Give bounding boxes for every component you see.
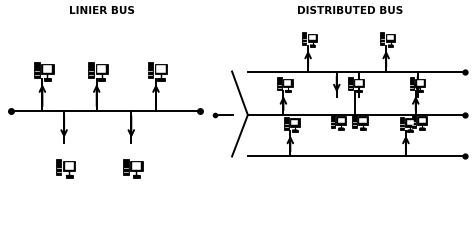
Bar	[123, 159, 128, 175]
Bar	[277, 77, 282, 90]
Bar	[96, 64, 108, 74]
Bar	[88, 62, 94, 79]
Bar	[291, 120, 299, 125]
Polygon shape	[361, 128, 365, 130]
Bar	[338, 128, 344, 130]
Bar	[358, 117, 368, 125]
Bar	[360, 128, 366, 130]
Bar	[411, 115, 416, 128]
Bar	[133, 175, 140, 178]
Bar	[310, 45, 315, 47]
Polygon shape	[99, 79, 105, 81]
Polygon shape	[66, 175, 73, 178]
Bar	[352, 115, 357, 128]
Polygon shape	[310, 45, 315, 47]
Bar	[308, 33, 318, 42]
Bar	[410, 77, 414, 90]
Bar	[408, 130, 413, 132]
Polygon shape	[158, 79, 164, 81]
Bar	[155, 64, 167, 74]
Bar	[283, 79, 293, 87]
Polygon shape	[420, 128, 425, 130]
Bar	[386, 33, 395, 42]
Bar	[309, 35, 316, 40]
Bar	[337, 117, 346, 125]
Bar	[417, 80, 424, 86]
Polygon shape	[356, 90, 361, 92]
Polygon shape	[45, 79, 51, 81]
Bar	[65, 175, 73, 178]
Bar	[156, 65, 166, 73]
Bar	[359, 118, 366, 123]
Bar	[132, 162, 141, 169]
Bar	[405, 118, 415, 127]
Bar	[41, 64, 54, 74]
Bar	[356, 80, 363, 86]
Bar	[44, 79, 51, 81]
Bar	[34, 62, 40, 79]
Polygon shape	[418, 90, 423, 92]
Bar	[302, 32, 307, 45]
Bar	[380, 32, 384, 45]
Bar	[43, 65, 52, 73]
Bar	[292, 130, 298, 132]
Polygon shape	[408, 130, 413, 132]
Bar	[419, 128, 425, 130]
Bar	[348, 77, 353, 90]
Bar	[147, 62, 153, 79]
Polygon shape	[339, 128, 344, 130]
Bar	[284, 80, 292, 86]
Bar	[157, 79, 164, 81]
Text: DISTRIBUTED BUS: DISTRIBUTED BUS	[298, 6, 404, 16]
Bar	[130, 161, 143, 171]
Bar	[56, 159, 62, 175]
Bar	[64, 162, 74, 169]
Bar	[388, 45, 393, 47]
Bar	[354, 79, 364, 87]
Bar	[98, 79, 105, 81]
Polygon shape	[292, 130, 297, 132]
Bar	[337, 118, 345, 123]
Bar	[418, 90, 423, 92]
Polygon shape	[388, 45, 393, 47]
Bar	[290, 118, 300, 127]
Polygon shape	[133, 175, 139, 178]
Bar	[97, 65, 107, 73]
Text: LINIER BUS: LINIER BUS	[69, 6, 135, 16]
Bar	[284, 117, 289, 130]
Bar	[63, 161, 75, 171]
Bar	[285, 90, 291, 92]
Bar	[400, 117, 404, 130]
Bar	[407, 120, 414, 125]
Bar	[419, 118, 426, 123]
Bar	[415, 79, 425, 87]
Bar	[331, 115, 335, 128]
Bar	[356, 90, 362, 92]
Bar	[417, 117, 427, 125]
Polygon shape	[285, 90, 290, 92]
Bar	[387, 35, 394, 40]
